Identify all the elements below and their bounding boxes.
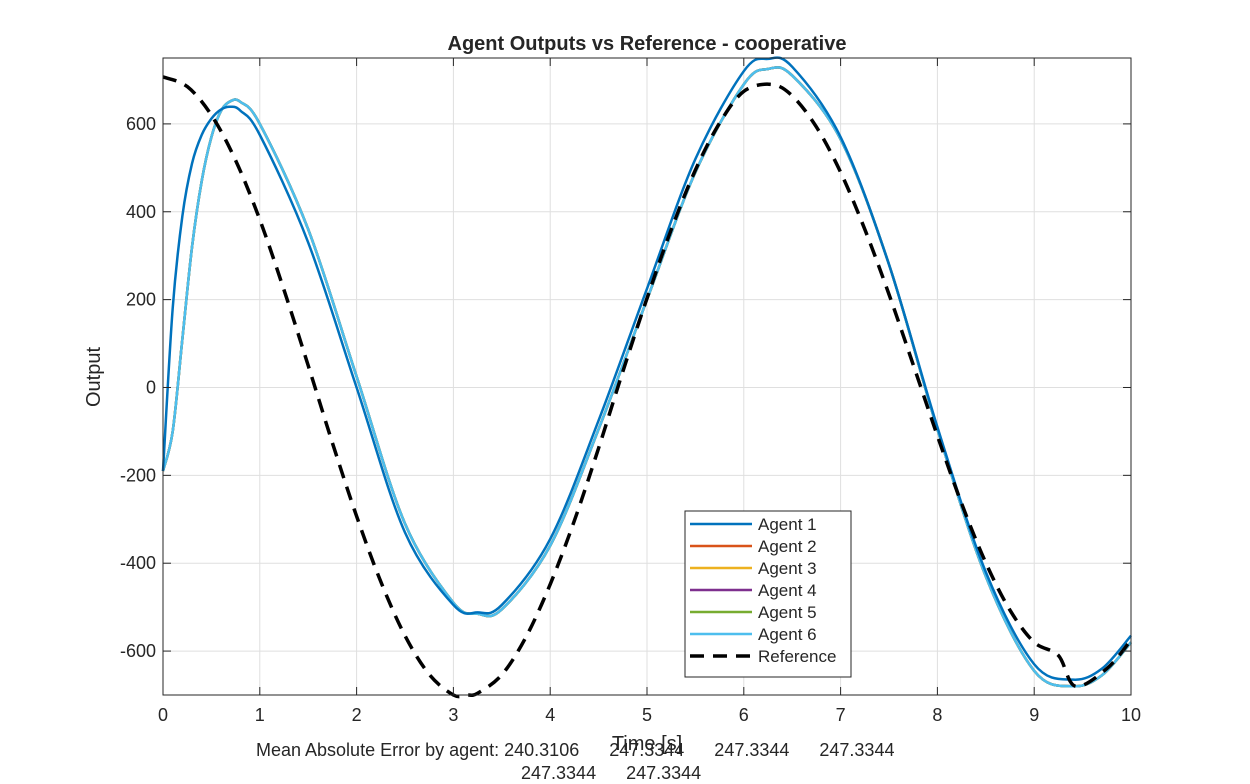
legend-label: Reference bbox=[758, 647, 836, 666]
y-tick-label: -600 bbox=[120, 641, 156, 661]
axis-ticks: 0 1 2 3 4 5 6 7 8 9 10 -600 -400 -200 0 200 400 600 bbox=[120, 58, 1141, 725]
mae-summary-line-2: 247.3344 247.3344 bbox=[521, 763, 702, 783]
series-lines bbox=[161, 56, 1133, 699]
mae-summary-line-1: Mean Absolute Error by agent: 240.3106 2… bbox=[256, 740, 895, 760]
x-axis-label: Time [s] bbox=[612, 733, 682, 755]
x-tick-label: 8 bbox=[932, 705, 942, 725]
legend-label: Agent 2 bbox=[758, 537, 817, 556]
series-line-reference bbox=[162, 75, 1133, 699]
x-tick-label: 5 bbox=[642, 705, 652, 725]
legend-label: Agent 6 bbox=[758, 625, 817, 644]
legend-label: Agent 3 bbox=[758, 559, 817, 578]
legend-label: Agent 5 bbox=[758, 603, 817, 622]
x-tick-label: 7 bbox=[836, 705, 846, 725]
x-tick-label: 0 bbox=[158, 705, 168, 725]
x-tick-label: 10 bbox=[1121, 705, 1141, 725]
x-tick-label: 6 bbox=[739, 705, 749, 725]
legend-label: Agent 4 bbox=[758, 581, 817, 600]
y-tick-label: -200 bbox=[120, 465, 156, 485]
x-tick-label: 9 bbox=[1029, 705, 1039, 725]
x-tick-label: 3 bbox=[448, 705, 458, 725]
legend-label: Agent 1 bbox=[758, 515, 817, 534]
series-line-agent-1 bbox=[161, 56, 1132, 681]
x-tick-label: 1 bbox=[255, 705, 265, 725]
y-tick-label: 400 bbox=[126, 202, 156, 222]
legend-box bbox=[684, 510, 852, 678]
chart-title: Agent Outputs vs Reference - cooperative bbox=[448, 33, 847, 55]
y-axis-label: Output bbox=[83, 347, 105, 407]
x-tick-label: 2 bbox=[352, 705, 362, 725]
y-tick-label: 200 bbox=[126, 290, 156, 310]
y-tick-label: 600 bbox=[126, 114, 156, 134]
x-tick-label: 4 bbox=[545, 705, 555, 725]
legend: Agent 1 Agent 2 Agent 3 Agent 4 Agent 5 Agent… bbox=[684, 510, 852, 678]
y-tick-label: -400 bbox=[120, 553, 156, 573]
y-tick-label: 0 bbox=[146, 377, 156, 397]
